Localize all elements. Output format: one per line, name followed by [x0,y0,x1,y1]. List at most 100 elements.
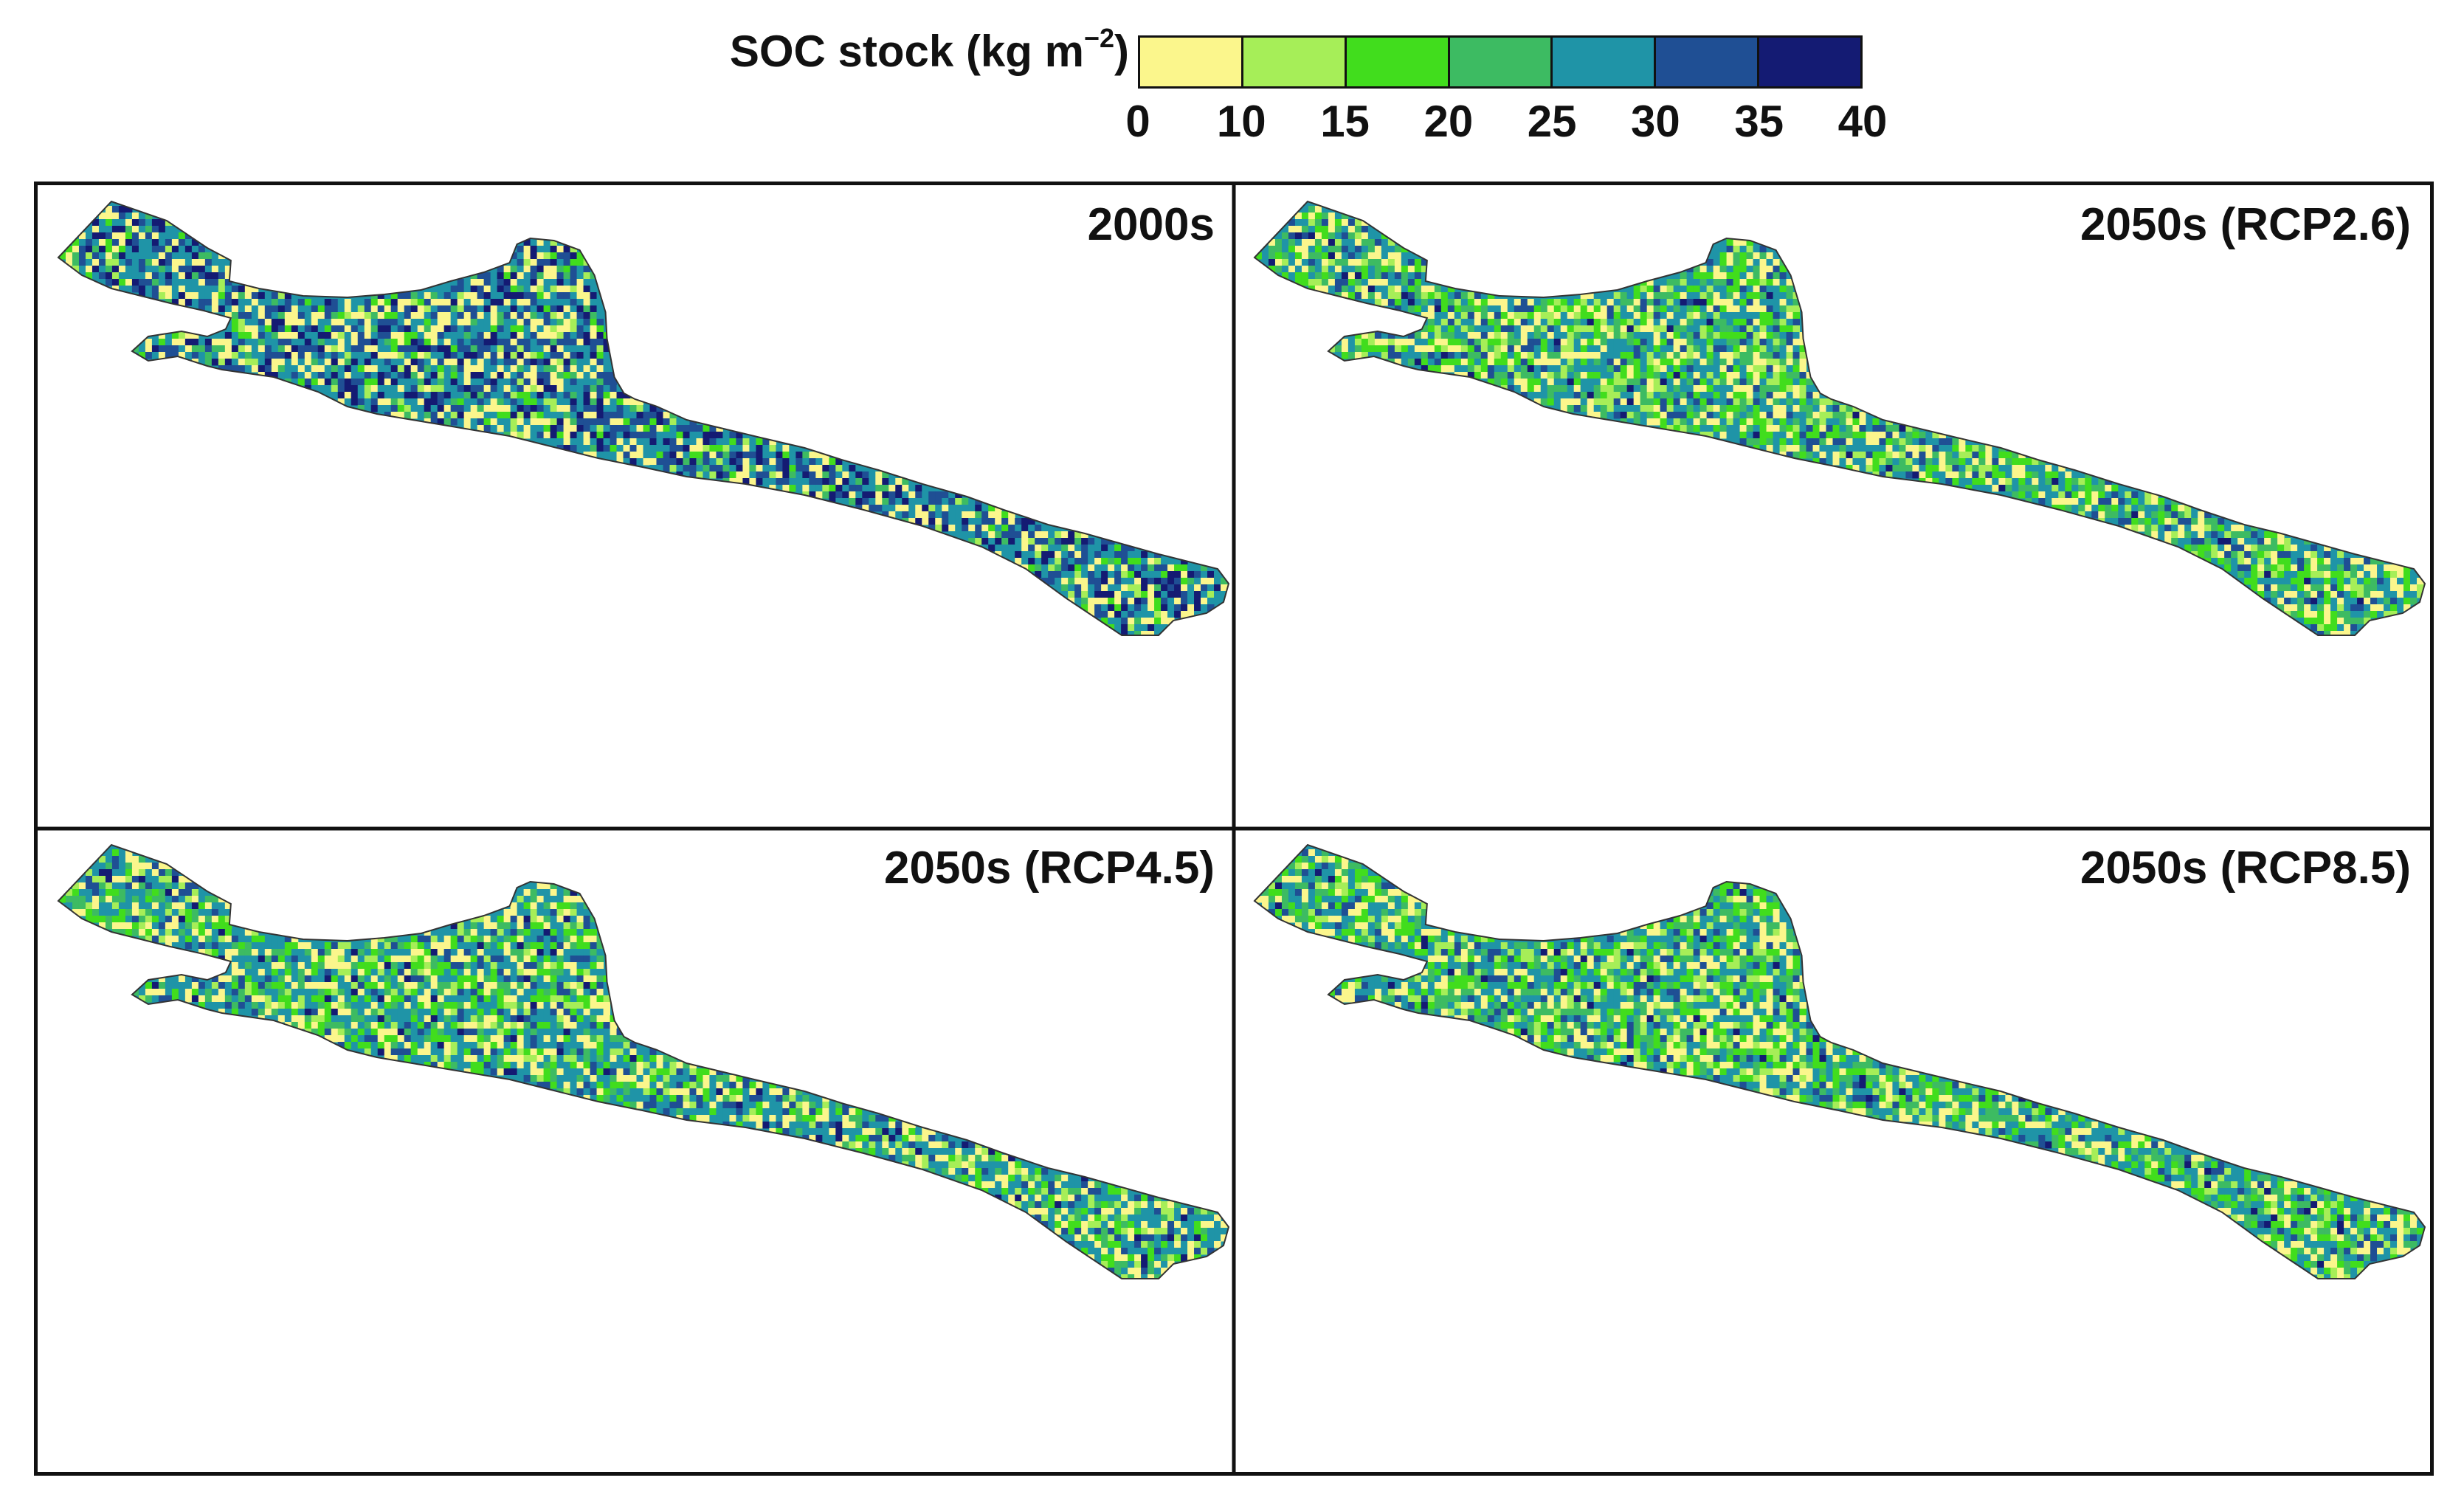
soc-cell [1314,239,1322,246]
soc-cell [1620,286,1628,293]
soc-cell [231,345,239,353]
soc-cell [1646,319,1654,326]
soc-cell [556,292,565,300]
soc-cell [1826,432,1833,439]
soc-cell [1514,345,1522,353]
soc-cell [1573,332,1581,339]
soc-cell [264,339,272,346]
soc-cell [1739,252,1747,260]
soc-cell [118,266,126,273]
soc-cell [1301,239,1309,246]
soc-cell [782,445,790,452]
soc-cell [1600,372,1608,379]
soc-cell [603,372,611,379]
soc-cell [1812,452,1821,459]
soc-cell [835,465,843,472]
soc-cell [1626,305,1635,313]
soc-cell [1314,213,1322,220]
soc-cell [663,425,670,432]
soc-cell [1998,478,2006,486]
soc-cell [948,525,956,532]
soc-cell [962,518,969,525]
soc-cell [2317,631,2325,635]
soc-cell [503,379,511,386]
soc-cell [523,339,531,346]
soc-cell [1613,319,1621,326]
soc-cell [1114,604,1122,612]
soc-cell [1699,372,1708,379]
soc-cell [1799,412,1807,419]
soc-cell [2370,591,2378,598]
soc-cell [895,505,903,512]
soc-cell [2051,485,2059,492]
soc-cell [224,339,232,346]
soc-cell [324,392,332,399]
soc-cell [271,292,279,300]
soc-cell [490,325,498,333]
soc-cell [118,286,126,293]
soc-cell [384,385,392,393]
soc-cell [337,365,345,373]
soc-cell [1274,259,1283,266]
soc-cell [1846,425,1853,432]
soc-cell [1978,465,1986,472]
soc-cell [1474,359,1482,366]
soc-cell [1726,392,1734,399]
soc-cell [583,279,591,286]
soc-cell [935,511,942,519]
soc-cell [550,292,558,300]
soc-cell [1693,339,1701,346]
soc-cell [1028,531,1035,539]
soc-cell [1620,412,1628,419]
soc-cell [151,339,159,346]
soc-cell [65,902,73,910]
soc-cell [450,305,458,313]
soc-cell [470,929,478,936]
soc-cell [251,339,259,346]
soc-cell [1773,252,1781,260]
soc-cell [357,339,365,346]
soc-cell [171,332,179,339]
soc-cell [424,929,432,936]
soc-cell [915,518,922,525]
soc-cell [370,372,379,379]
soc-cell [125,252,133,260]
soc-cell [1726,325,1734,333]
soc-cell [1600,392,1608,399]
soc-cell [536,325,545,333]
soc-cell [470,372,478,379]
soc-cell [1480,345,1488,353]
soc-cell [517,425,525,432]
soc-cell [769,438,776,446]
soc-cell [184,896,193,903]
soc-cell [530,299,538,306]
soc-cell [1520,299,1528,306]
soc-cell [1706,385,1714,393]
soc-cell [1361,266,1369,273]
soc-cell [351,352,359,359]
soc-cell [1620,292,1628,300]
soc-cell [277,292,286,300]
soc-cell [1607,299,1615,306]
soc-cell [1640,385,1648,393]
soc-cell [1766,272,1774,280]
soc-cell [1108,571,1115,578]
soc-cell [138,279,146,286]
soc-cell [497,398,505,406]
soc-cell [1792,345,1801,353]
soc-cell [510,319,518,326]
soc-cell [981,538,989,545]
soc-cell [2125,505,2132,512]
soc-cell [517,398,525,406]
soc-cell [948,491,956,499]
soc-cell [1919,445,1926,452]
soc-cell [623,405,631,412]
soc-cell [1719,418,1728,426]
soc-cell [1746,272,1754,280]
soc-cell [1666,365,1674,373]
soc-cell [623,438,631,446]
soc-cell [105,252,113,260]
soc-cell [1773,372,1781,379]
soc-cell [1454,299,1462,306]
soc-cell [1148,631,1155,635]
